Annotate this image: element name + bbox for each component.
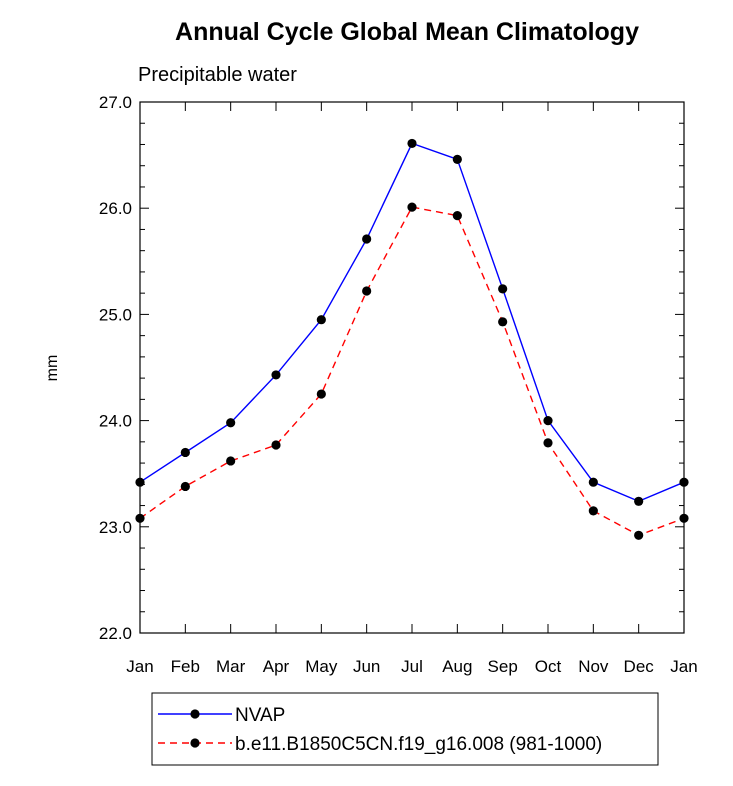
data-point-series-1 [407,202,417,212]
x-tick-label: Aug [442,657,472,676]
data-point-series-0 [362,234,372,244]
y-tick-label: 26.0 [99,199,132,218]
series-line-0 [139,142,685,503]
data-point-series-1 [180,481,190,492]
data-point-series-0 [498,284,508,294]
chart-subtitle: Precipitable water [138,64,297,86]
y-tick-label: 27.0 [99,93,132,112]
data-point-series-1 [452,211,462,221]
legend: NVAP b.e11.B1850C5CN.f19_g16.008 (981-100… [151,692,659,766]
data-point-series-0 [226,418,236,428]
x-tick-label: Oct [535,657,562,676]
legend-swatch-marker-1 [190,738,200,748]
y-tick-label: 25.0 [99,305,132,324]
plot-frame [139,101,685,634]
x-tick-label: Sep [488,657,518,676]
axis-ticks: 22.0 23.0 24.0 25.0 26.0 27.0 Jan Feb Mar Apr May J… [99,93,698,676]
x-tick-label: Jan [670,657,697,676]
data-point-series-1 [316,389,326,399]
series-layer [135,138,689,540]
x-tick-label: Nov [578,657,609,676]
x-tick-label: Mar [216,657,246,676]
data-point-series-0 [634,496,644,506]
data-point-series-0 [543,416,553,426]
data-point-series-1 [362,286,372,296]
data-point-series-1 [226,456,236,466]
data-point-series-0 [316,315,326,325]
data-point-series-0 [180,447,190,458]
data-point-series-1 [498,317,508,327]
chart-title: Annual Cycle Global Mean Climatology [175,18,639,46]
data-point-series-1 [588,506,598,516]
data-point-series-1 [543,438,553,448]
legend-box [151,692,659,766]
legend-swatch-marker-0 [190,709,200,719]
data-point-series-1 [634,530,644,540]
data-point-series-1 [271,440,281,450]
x-tick-label: Apr [263,657,290,676]
data-point-series-0 [452,154,462,164]
legend-label-0: NVAP [235,705,285,726]
x-tick-label: Jun [353,657,380,676]
y-tick-label: 24.0 [99,412,132,431]
data-point-series-0 [407,138,417,149]
x-tick-label: Feb [171,657,200,676]
x-tick-label: Jan [126,657,153,676]
x-tick-label: Dec [624,657,655,676]
data-point-series-0 [271,370,281,380]
y-tick-label: 23.0 [99,518,132,537]
y-axis-label: mm [44,355,61,382]
legend-label-1: b.e11.B1850C5CN.f19_g16.008 (981-1000) [235,734,602,755]
y-tick-label: 22.0 [99,624,132,643]
data-point-series-0 [588,477,598,487]
x-tick-label: May [305,657,338,676]
x-tick-label: Jul [401,657,423,676]
